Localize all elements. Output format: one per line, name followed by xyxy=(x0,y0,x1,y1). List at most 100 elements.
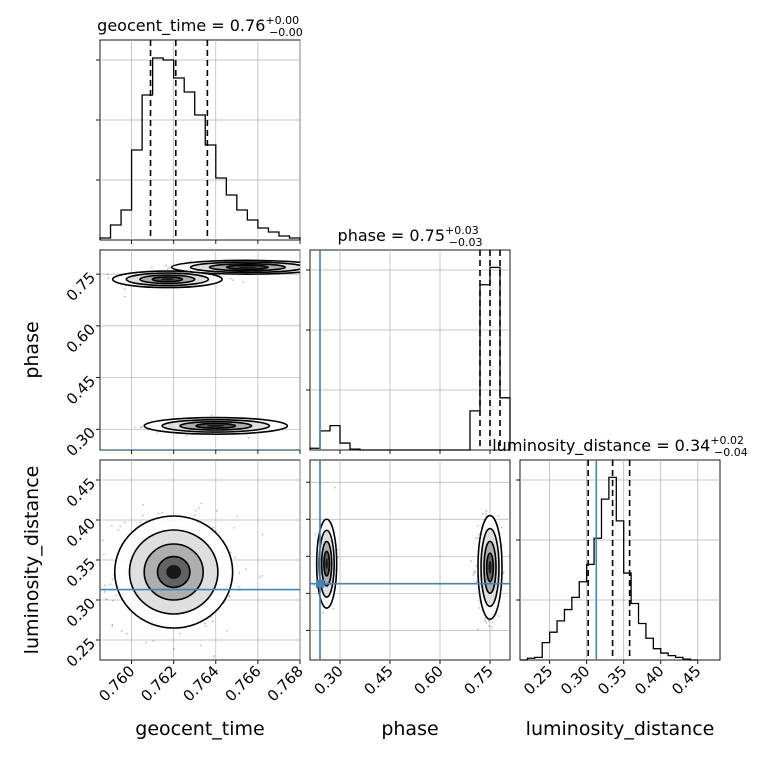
scatter-geocent_time-vs-luminosity_distance-xtick-label-2: 0.764 xyxy=(180,662,223,705)
scatter-geocent_time-vs-phase-point xyxy=(166,267,169,270)
scatter-geocent_time-vs-luminosity_distance-ytick-label-3: 0.40 xyxy=(63,514,99,550)
scatter-geocent_time-vs-luminosity_distance-point xyxy=(258,576,261,579)
scatter-phase-vs-luminosity_distance-point xyxy=(473,572,476,574)
hist-geocent_time-title-main: geocent_time = 0.76 xyxy=(97,16,265,36)
scatter-phase-vs-luminosity_distance-point xyxy=(472,574,475,576)
hist-luminosity_distance-xlabel: luminosity_distance xyxy=(526,718,715,740)
scatter-geocent_time-vs-luminosity_distance-point xyxy=(211,620,214,623)
scatter-geocent_time-vs-phase-plot-area xyxy=(56,259,307,450)
scatter-geocent_time-vs-phase-point xyxy=(168,266,171,269)
scatter-phase-vs-luminosity_distance-point xyxy=(476,628,479,631)
scatter-geocent_time-vs-luminosity_distance-point xyxy=(126,632,129,635)
scatter-geocent_time-vs-luminosity_distance-plot-area xyxy=(98,502,300,657)
scatter-geocent_time-vs-luminosity_distance-point xyxy=(152,640,155,642)
scatter-geocent_time-vs-luminosity_distance-ylabel: luminosity_distance xyxy=(21,466,43,655)
scatter-geocent_time-vs-phase-point xyxy=(305,266,307,268)
scatter-geocent_time-vs-luminosity_distance-point xyxy=(193,514,196,517)
hist-phase-title: phase = 0.75+0.03 −0.03 xyxy=(338,224,483,249)
scatter-geocent_time-vs-luminosity_distance-point xyxy=(102,539,104,542)
scatter-geocent_time-vs-phase-ytick-label-2: 0.60 xyxy=(63,320,99,356)
scatter-geocent_time-vs-luminosity_distance-point xyxy=(102,553,105,556)
scatter-phase-vs-luminosity_distance-xtick-label-3: 0.75 xyxy=(460,662,496,698)
scatter-geocent_time-vs-luminosity_distance-point xyxy=(237,585,240,588)
scatter-geocent_time-vs-luminosity_distance-xtick-label-1: 0.762 xyxy=(137,662,180,705)
scatter-geocent_time-vs-phase-point xyxy=(124,295,126,298)
hist-luminosity_distance-title-sub: −0.04 xyxy=(714,446,748,459)
scatter-geocent_time-vs-phase-point xyxy=(100,282,101,284)
scatter-geocent_time-vs-luminosity_distance-point xyxy=(200,644,202,647)
hist-geocent_time: geocent_time = 0.76+0.00 −0.00 xyxy=(96,14,303,244)
scatter-phase-vs-luminosity_distance-xlabel: phase xyxy=(381,718,438,740)
scatter-geocent_time-vs-phase-point xyxy=(133,426,136,429)
scatter-geocent_time-vs-phase-point xyxy=(107,277,110,279)
scatter-geocent_time-vs-luminosity_distance-point xyxy=(261,575,263,577)
scatter-geocent_time-vs-phase-point xyxy=(106,273,109,276)
scatter-geocent_time-vs-luminosity_distance-point xyxy=(110,524,113,527)
scatter-phase-vs-luminosity_distance-point xyxy=(484,617,486,620)
scatter-geocent_time-vs-luminosity_distance-point xyxy=(228,594,230,597)
scatter-phase-vs-luminosity_distance-point xyxy=(322,612,324,614)
hist-phase: phase = 0.75+0.03 −0.03 xyxy=(306,224,511,454)
scatter-phase-vs-luminosity_distance-point xyxy=(478,607,480,609)
scatter-geocent_time-vs-phase-point xyxy=(210,414,213,417)
hist-geocent_time-title: geocent_time = 0.76+0.00 −0.00 xyxy=(97,14,303,39)
scatter-geocent_time-vs-phase-point xyxy=(217,274,220,277)
scatter-phase-vs-luminosity_distance-point xyxy=(485,621,488,624)
scatter-geocent_time-vs-luminosity_distance: 0.760 0.762 0.764 0.766 0.768 0.25 0.30 0.35 0.4… xyxy=(21,459,307,740)
scatter-geocent_time-vs-luminosity_distance-point xyxy=(200,502,203,505)
scatter-phase-vs-luminosity_distance-point xyxy=(502,570,505,573)
scatter-geocent_time-vs-luminosity_distance-point xyxy=(179,632,182,635)
scatter-geocent_time-vs-phase-ytick-label-3: 0.75 xyxy=(63,268,99,304)
scatter-phase-vs-luminosity_distance-point xyxy=(332,607,334,610)
hist-luminosity_distance-xtick-label-0: 0.25 xyxy=(520,662,556,698)
scatter-phase-vs-luminosity_distance-point xyxy=(475,564,478,567)
scatter-phase-vs-luminosity_distance-point xyxy=(485,512,488,515)
scatter-geocent_time-vs-phase-mode-2-contour-4 xyxy=(206,424,225,427)
scatter-geocent_time-vs-luminosity_distance-point xyxy=(229,551,232,554)
hist-luminosity_distance-frame xyxy=(519,459,721,661)
hist-phase-frame xyxy=(309,249,511,451)
scatter-phase-vs-luminosity_distance-point xyxy=(473,570,475,572)
scatter-geocent_time-vs-luminosity_distance-point xyxy=(111,625,114,627)
hist-luminosity_distance-title-sup: +0.02 xyxy=(710,434,744,447)
scatter-geocent_time-vs-phase-ytick-label-1: 0.45 xyxy=(63,372,99,408)
scatter-geocent_time-vs-luminosity_distance-point xyxy=(234,556,237,559)
scatter-geocent_time-vs-luminosity_distance-point xyxy=(245,568,247,571)
scatter-geocent_time-vs-luminosity_distance-point xyxy=(115,594,118,597)
scatter-geocent_time-vs-phase-point xyxy=(229,277,232,280)
scatter-phase-vs-luminosity_distance-point xyxy=(488,625,491,627)
scatter-geocent_time-vs-luminosity_distance-point xyxy=(139,521,142,524)
scatter-geocent_time-vs-phase-point xyxy=(231,279,234,282)
scatter-phase-vs-luminosity_distance-point xyxy=(336,548,339,551)
scatter-phase-vs-luminosity_distance-point xyxy=(484,619,487,622)
scatter-geocent_time-vs-phase-point xyxy=(156,432,159,435)
scatter-geocent_time-vs-luminosity_distance-xtick-label-3: 0.766 xyxy=(222,662,265,705)
scatter-geocent_time-vs-luminosity_distance-point xyxy=(238,572,241,575)
scatter-geocent_time-vs-phase-point xyxy=(56,276,58,278)
hist-geocent_time-step xyxy=(99,57,301,240)
hist-luminosity_distance-xtick-label-3: 0.40 xyxy=(631,662,667,698)
scatter-phase-vs-luminosity_distance-point xyxy=(481,512,484,515)
scatter-geocent_time-vs-phase-point xyxy=(185,434,188,437)
scatter-geocent_time-vs-phase-point xyxy=(247,436,250,439)
scatter-phase-vs-luminosity_distance-xtick-label-1: 0.45 xyxy=(360,662,396,698)
scatter-geocent_time-vs-luminosity_distance-point xyxy=(109,583,112,586)
hist-geocent_time-frame xyxy=(99,39,301,241)
scatter-geocent_time-vs-luminosity_distance-point xyxy=(111,599,114,602)
scatter-phase-vs-luminosity_distance-point xyxy=(470,560,473,563)
scatter-geocent_time-vs-luminosity_distance-ytick-label-4: 0.45 xyxy=(63,474,99,510)
hist-geocent_time-title-sup: +0.00 xyxy=(265,14,299,27)
scatter-geocent_time-vs-luminosity_distance-point xyxy=(212,655,215,657)
scatter-geocent_time-vs-luminosity_distance-ytick-label-2: 0.35 xyxy=(63,554,99,590)
hist-luminosity_distance-xtick-label-2: 0.35 xyxy=(594,662,630,698)
scatter-phase-vs-luminosity_distance-point xyxy=(508,555,510,558)
scatter-geocent_time-vs-luminosity_distance-point xyxy=(111,578,114,581)
scatter-geocent_time-vs-luminosity_distance-point xyxy=(142,514,145,517)
scatter-phase-vs-luminosity_distance-point xyxy=(487,619,490,622)
hist-luminosity_distance: luminosity_distance = 0.34+0.02 −0.04 0.25… xyxy=(492,434,748,740)
scatter-geocent_time-vs-phase-ylabel: phase xyxy=(21,321,43,378)
scatter-geocent_time-vs-luminosity_distance-point xyxy=(98,544,100,546)
scatter-geocent_time-vs-phase-point xyxy=(151,266,153,269)
scatter-geocent_time-vs-luminosity_distance-point xyxy=(124,521,126,524)
scatter-geocent_time-vs-luminosity_distance-point xyxy=(142,503,145,506)
